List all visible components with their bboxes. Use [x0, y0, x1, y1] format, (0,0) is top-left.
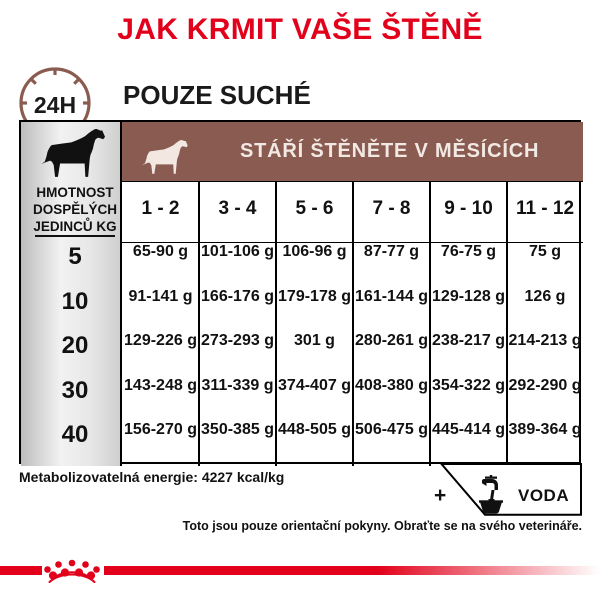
svg-text:24H: 24H — [34, 92, 76, 118]
